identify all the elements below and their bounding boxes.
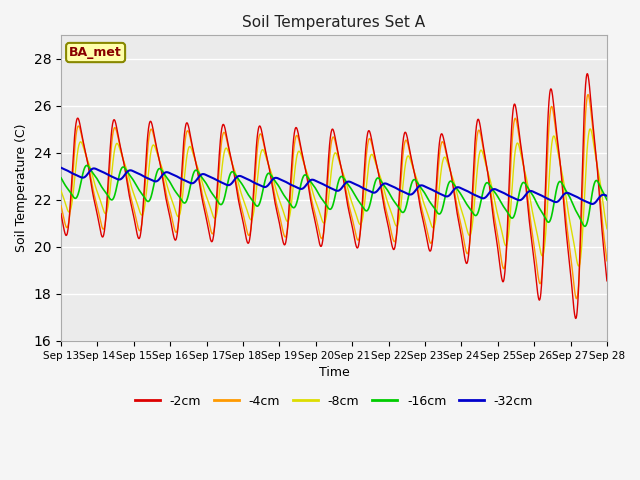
- Legend: -2cm, -4cm, -8cm, -16cm, -32cm: -2cm, -4cm, -8cm, -16cm, -32cm: [130, 390, 538, 413]
- Y-axis label: Soil Temperature (C): Soil Temperature (C): [15, 124, 28, 252]
- Title: Soil Temperatures Set A: Soil Temperatures Set A: [243, 15, 426, 30]
- X-axis label: Time: Time: [319, 366, 349, 379]
- Text: BA_met: BA_met: [69, 46, 122, 59]
